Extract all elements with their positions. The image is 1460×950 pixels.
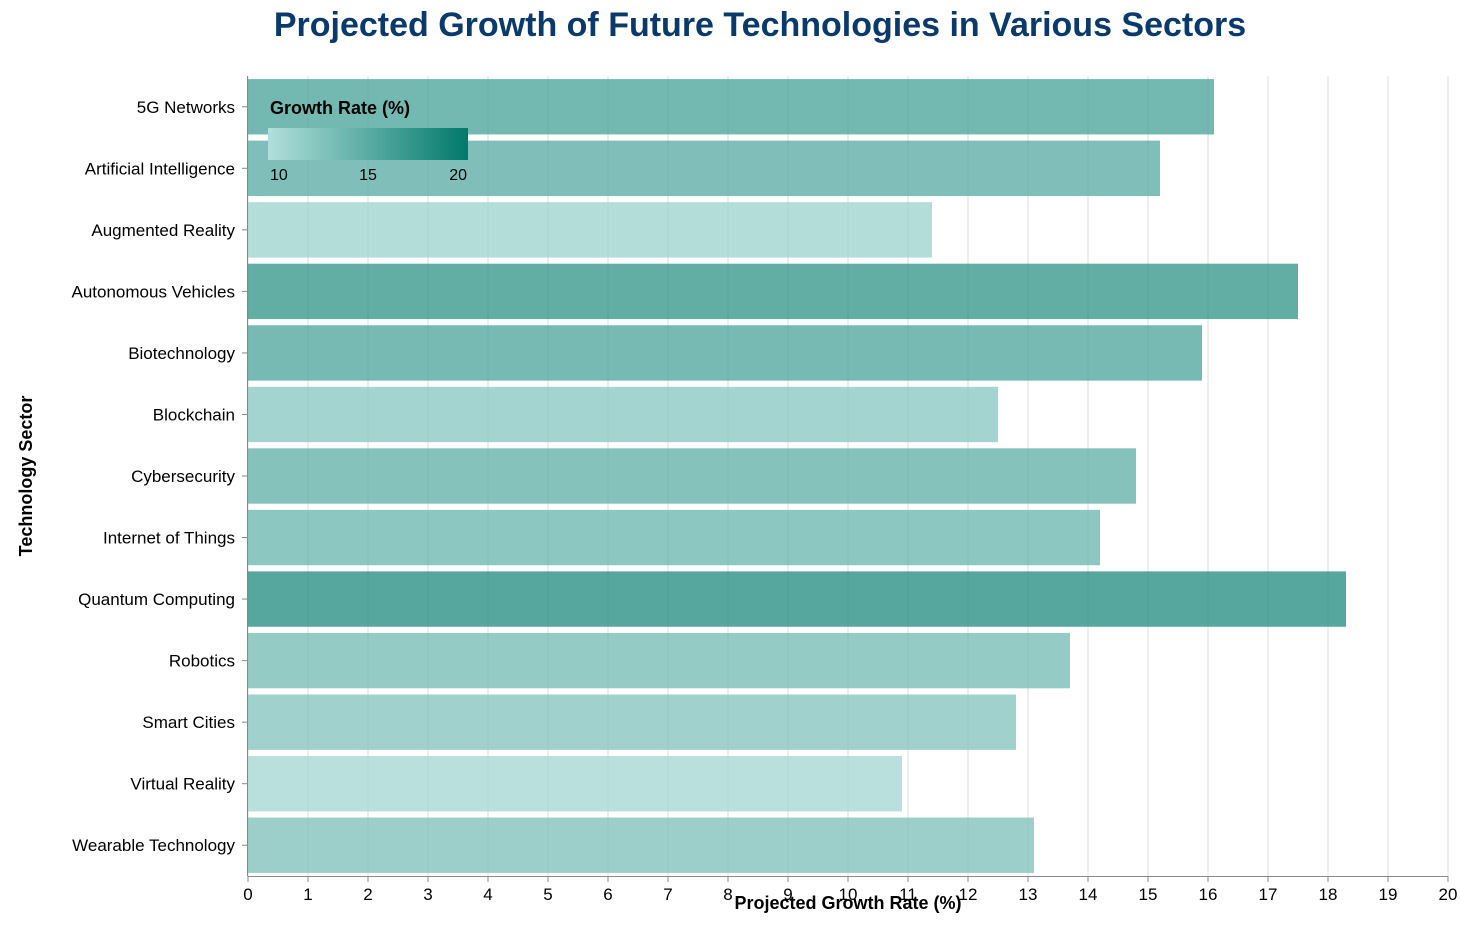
x-tick-label: 11	[899, 885, 917, 904]
y-axis-title: Technology Sector	[16, 396, 36, 557]
y-tick-label: Artificial Intelligence	[85, 159, 235, 178]
x-tick-label: 20	[1439, 885, 1458, 904]
y-tick-label: Wearable Technology	[72, 836, 235, 855]
x-tick-label: 17	[1259, 885, 1278, 904]
x-tick-label: 14	[1079, 885, 1098, 904]
x-tick-label: 15	[1139, 885, 1158, 904]
bar	[248, 817, 1034, 873]
x-tick-label: 3	[423, 885, 432, 904]
x-axis-title: Projected Growth Rate (%)	[734, 893, 961, 913]
y-tick-label: Smart Cities	[142, 713, 235, 732]
y-tick-label: Blockchain	[153, 405, 235, 424]
x-tick-label: 1	[303, 885, 312, 904]
x-tick-label: 12	[959, 885, 978, 904]
legend-tick-label: 20	[449, 167, 467, 184]
bar	[248, 202, 932, 258]
bar	[248, 325, 1202, 381]
chart-title: Projected Growth of Future Technologies …	[274, 6, 1246, 44]
bars	[248, 79, 1346, 873]
y-tick-label: 5G Networks	[137, 98, 235, 117]
bar	[248, 386, 998, 443]
x-tick-label: 13	[1019, 885, 1038, 904]
y-tick-label: Autonomous Vehicles	[72, 282, 236, 301]
x-tick-label: 18	[1319, 885, 1338, 904]
bar	[248, 263, 1298, 320]
y-tick-label: Augmented Reality	[91, 221, 235, 240]
bar	[248, 448, 1136, 504]
x-tick-label: 10	[839, 885, 858, 904]
legend-gradient	[268, 128, 468, 160]
x-tick-label: 0	[243, 885, 252, 904]
bar	[248, 756, 902, 812]
y-tick-label: Cybersecurity	[131, 467, 235, 486]
x-tick-label: 4	[483, 885, 492, 904]
legend-tick-label: 15	[359, 167, 377, 184]
legend-tick-label: 10	[270, 167, 288, 184]
bar	[248, 632, 1070, 689]
x-tick-label: 19	[1379, 885, 1398, 904]
x-tick-label: 9	[783, 885, 792, 904]
y-tick-label: Robotics	[169, 652, 235, 671]
x-tick-label: 16	[1199, 885, 1218, 904]
y-tick-label: Virtual Reality	[130, 775, 235, 794]
y-tick-label: Biotechnology	[128, 344, 235, 363]
x-tick-label: 6	[603, 885, 612, 904]
y-tick-label: Quantum Computing	[78, 590, 235, 609]
color-legend: Growth Rate (%) 10 15 20	[268, 98, 468, 184]
bar	[248, 694, 1016, 750]
bar	[248, 79, 1214, 135]
x-tick-label: 8	[723, 885, 732, 904]
legend-title: Growth Rate (%)	[270, 98, 410, 118]
x-tick-label: 5	[543, 885, 552, 904]
x-tick-label: 2	[363, 885, 372, 904]
bar	[248, 571, 1346, 627]
y-tick-label: Internet of Things	[103, 529, 235, 548]
x-tick-label: 7	[663, 885, 672, 904]
bar	[248, 509, 1100, 566]
